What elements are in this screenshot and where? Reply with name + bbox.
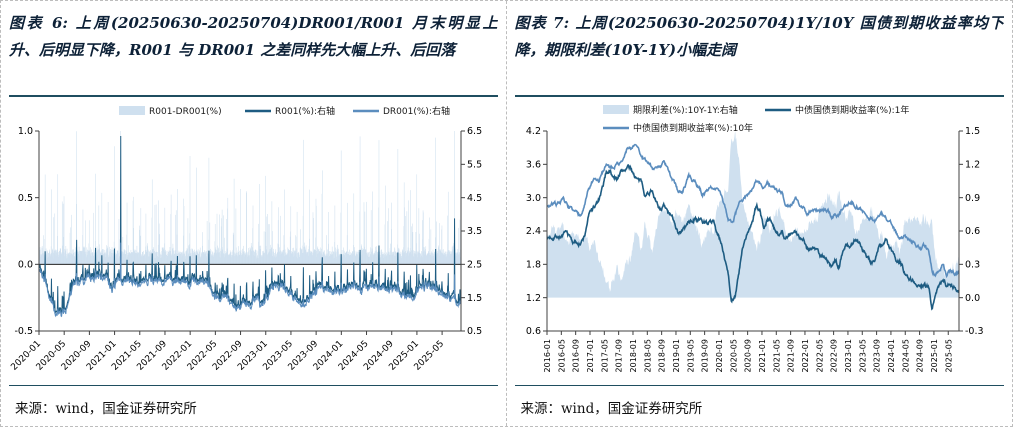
axes [35, 130, 465, 335]
svg-text:2022-01: 2022-01 [800, 339, 809, 372]
svg-text:1.8: 1.8 [525, 260, 540, 271]
svg-text:2022-09: 2022-09 [829, 339, 838, 372]
svg-text:3.6: 3.6 [525, 160, 540, 171]
svg-text:2019-09: 2019-09 [700, 339, 709, 372]
svg-text:2019-01: 2019-01 [671, 339, 680, 372]
figure6-chart: 1.0 0.5 0.0 -0.5 6.5 5.5 4.5 3.5 2.5 1.5 0.5 2020-0… [9, 105, 482, 373]
svg-text:0.3: 0.3 [965, 260, 980, 271]
svg-text:2020-05: 2020-05 [729, 339, 738, 372]
figure6-title: 图表 6: 上周(20250630-20250704)DR001/R001 月末… [9, 10, 498, 97]
legend-label: R001(%):右轴 [275, 105, 335, 117]
legend: 期限利差(%):10Y-1Y:右轴 中债国债到期收益率(%):1年中债国债到期收益… [602, 104, 909, 134]
svg-text:2018-01: 2018-01 [628, 339, 637, 372]
svg-text:0.9: 0.9 [965, 193, 980, 204]
svg-text:2021-01: 2021-01 [757, 339, 766, 372]
svg-text:0.6: 0.6 [965, 226, 980, 237]
bars-r001-dr001-spread [38, 131, 462, 265]
figure7-title: 图表 7: 上周(20250630-20250704)1Y/10Y 国债到期收益… [514, 10, 1004, 97]
svg-text:5.5: 5.5 [467, 160, 482, 171]
svg-text:2025-05: 2025-05 [944, 339, 953, 372]
svg-text:2021-09: 2021-09 [786, 339, 795, 372]
svg-text:1.0: 1.0 [18, 126, 33, 137]
legend-label: DR001(%):右轴 [383, 105, 450, 117]
svg-text:1.5: 1.5 [965, 126, 980, 137]
figure7-panel: 图表 7: 上周(20250630-20250704)1Y/10Y 国债到期收益… [507, 1, 1013, 426]
svg-text:2024-01: 2024-01 [886, 339, 895, 372]
svg-text:0.5: 0.5 [467, 326, 482, 337]
line-dr001 [38, 242, 462, 318]
svg-text:2.4: 2.4 [525, 226, 540, 237]
svg-text:2023-01: 2023-01 [843, 339, 852, 372]
svg-text:2023-05: 2023-05 [858, 339, 867, 372]
svg-text:2018-05: 2018-05 [643, 339, 652, 372]
axes [542, 130, 963, 335]
series [545, 131, 959, 311]
legend-label: R001-DR001(%) [149, 107, 222, 117]
svg-text:3.0: 3.0 [525, 193, 540, 204]
svg-text:0.6: 0.6 [525, 326, 540, 337]
svg-text:2020-01: 2020-01 [714, 339, 723, 372]
svg-text:2020-09: 2020-09 [743, 339, 752, 372]
legend-area-swatch [119, 106, 145, 115]
svg-text:2024-09: 2024-09 [915, 339, 924, 372]
svg-text:-0.3: -0.3 [965, 326, 984, 337]
svg-text:6.5: 6.5 [467, 126, 482, 137]
y-axis-left-labels: 4.2 3.6 3.0 2.4 1.8 1.2 0.6 [525, 126, 540, 337]
svg-text:2023-09: 2023-09 [872, 339, 881, 372]
figure6-source: 来源：wind，国金证券研究所 [9, 385, 498, 426]
legend-area-swatch [602, 105, 629, 114]
y-axis-left-labels: 1.0 0.5 0.0 -0.5 [14, 126, 33, 337]
legend-label: 中债国债到期收益率(%):1年 [795, 104, 909, 116]
svg-text:1.5: 1.5 [467, 293, 482, 304]
line-10y-yield [546, 143, 959, 279]
svg-text:4.2: 4.2 [525, 126, 540, 137]
line-1y-yield [545, 164, 959, 311]
svg-text:2022-05: 2022-05 [815, 339, 824, 372]
figure7-chart: 4.2 3.6 3.0 2.4 1.8 1.2 0.6 1.5 1.2 0.9 0.6 0.3 0.0 -… [525, 104, 984, 372]
line-r001 [38, 135, 462, 315]
svg-text:2017-05: 2017-05 [600, 339, 609, 372]
legend: R001-DR001(%) R001(%):右轴 DR001(%):右轴 [119, 105, 450, 117]
legend-label: 中债国债到期收益率(%):10年 [633, 122, 753, 134]
legend-label: 期限利差(%):10Y-1Y:右轴 [633, 104, 738, 116]
y-axis-right-labels: 6.5 5.5 4.5 3.5 2.5 1.5 0.5 [467, 126, 482, 337]
svg-text:2017-01: 2017-01 [585, 339, 594, 372]
area-term-spread-10y-1y [546, 131, 959, 298]
series [38, 131, 462, 318]
figure7-source: 来源：wind，国金证券研究所 [514, 385, 1004, 426]
svg-text:2016-09: 2016-09 [571, 339, 580, 372]
figure6-chart-area: 1.0 0.5 0.0 -0.5 6.5 5.5 4.5 3.5 2.5 1.5 0.5 2020-0… [1, 97, 506, 385]
figure6-panel: 图表 6: 上周(20250630-20250704)DR001/R001 月末… [1, 1, 507, 426]
svg-text:2017-09: 2017-09 [614, 339, 623, 372]
svg-text:2018-09: 2018-09 [657, 339, 666, 372]
svg-text:0.5: 0.5 [18, 193, 33, 204]
svg-text:1.2: 1.2 [965, 160, 980, 171]
svg-text:2016-01: 2016-01 [543, 339, 552, 372]
svg-text:0.0: 0.0 [18, 260, 33, 271]
svg-text:2021-05: 2021-05 [772, 339, 781, 372]
figure7-chart-area: 4.2 3.6 3.0 2.4 1.8 1.2 0.6 1.5 1.2 0.9 0.6 0.3 0.0 -… [507, 97, 1013, 385]
x-axis-labels: 2020-012020-052020-092021-012021-052021-… [9, 339, 446, 373]
svg-text:2025-01: 2025-01 [929, 339, 938, 372]
svg-text:2019-05: 2019-05 [686, 339, 695, 372]
svg-text:2016-05: 2016-05 [557, 339, 566, 372]
svg-text:0.0: 0.0 [965, 293, 980, 304]
svg-text:1.2: 1.2 [525, 293, 540, 304]
svg-text:4.5: 4.5 [467, 193, 482, 204]
svg-text:2024-05: 2024-05 [901, 339, 910, 372]
svg-text:3.5: 3.5 [467, 226, 482, 237]
svg-text:-0.5: -0.5 [14, 326, 33, 337]
svg-text:2.5: 2.5 [467, 260, 482, 271]
x-axis-labels: 2016-01 2016-05 2016-09 2017-01 2017-05 2017-… [543, 339, 953, 372]
y-axis-right-labels: 1.5 1.2 0.9 0.6 0.3 0.0 -0.3 [965, 126, 984, 337]
